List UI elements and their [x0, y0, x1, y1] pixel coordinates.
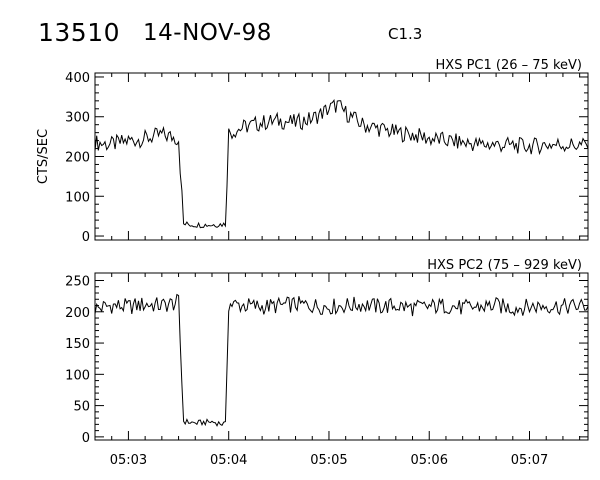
- series-line: [94, 293, 589, 427]
- y-tick-label: 0: [82, 230, 90, 245]
- event-id: 13510: [38, 18, 121, 47]
- x-tick-label: 05:03: [110, 453, 147, 468]
- y-tick-label: 200: [65, 306, 90, 321]
- panel-title: HXS PC1 (26 – 75 keV): [436, 58, 582, 73]
- x-tick-label: 05:04: [210, 453, 247, 468]
- goes-class: C1.3: [388, 25, 423, 43]
- y-tick-label: 150: [65, 337, 90, 352]
- series-line: [94, 98, 589, 229]
- y-tick-label: 250: [65, 275, 90, 290]
- plot-frame: [94, 72, 589, 241]
- x-tick-label: 05:05: [310, 453, 347, 468]
- y-tick-label: 200: [65, 151, 90, 166]
- y-tick-label: 0: [82, 431, 90, 446]
- y-axis-label: CTS/SEC: [36, 129, 51, 184]
- plot-frame: [94, 272, 589, 441]
- y-tick-label: 50: [73, 400, 90, 415]
- event-date: 14-NOV-98: [143, 20, 272, 46]
- x-tick-label: 05:07: [511, 453, 548, 468]
- chart-panel-2: 0 50 100 150 200 250 05:03 05:04 05:05 05:06 05:07…: [65, 258, 589, 468]
- panel-title: HXS PC2 (75 – 929 keV): [427, 258, 582, 273]
- y-tick-label: 400: [65, 71, 90, 86]
- y-tick-label: 300: [65, 111, 90, 126]
- x-tick-label: 05:06: [411, 453, 448, 468]
- y-tick-label: 100: [65, 368, 90, 383]
- chart-panel-1: 0 100 200 300 400 HXS PC1 (26 – 75 keV) CTS/SE…: [36, 58, 589, 245]
- y-tick-label: 100: [65, 190, 90, 205]
